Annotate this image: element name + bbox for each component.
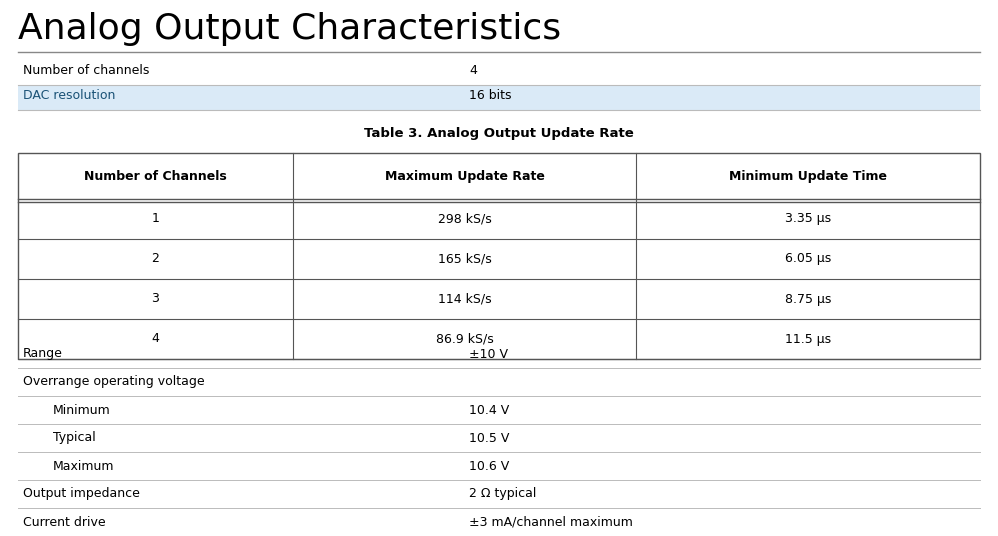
Text: 298 kS/s: 298 kS/s	[438, 212, 491, 226]
Text: Typical: Typical	[53, 431, 96, 444]
Text: Minimum: Minimum	[53, 404, 111, 416]
Text: 1: 1	[152, 212, 160, 226]
Text: Overrange operating voltage: Overrange operating voltage	[23, 376, 205, 389]
Text: Maximum Update Rate: Maximum Update Rate	[384, 169, 545, 182]
Text: 8.75 μs: 8.75 μs	[785, 293, 831, 306]
Text: 10.4 V: 10.4 V	[469, 404, 509, 416]
Text: DAC resolution: DAC resolution	[23, 89, 116, 102]
Text: Maximum: Maximum	[53, 459, 115, 473]
Text: Output impedance: Output impedance	[23, 488, 140, 501]
Text: Analog Output Characteristics: Analog Output Characteristics	[18, 12, 561, 46]
Text: 3: 3	[152, 293, 160, 306]
Text: 4: 4	[152, 332, 160, 346]
Text: Number of Channels: Number of Channels	[84, 169, 227, 182]
Text: 2: 2	[152, 252, 160, 265]
Text: 3.35 μs: 3.35 μs	[785, 212, 831, 226]
Text: Range: Range	[23, 347, 63, 361]
Text: 114 kS/s: 114 kS/s	[438, 293, 491, 306]
Text: 16 bits: 16 bits	[469, 89, 512, 102]
Text: ±3 mA/channel maximum: ±3 mA/channel maximum	[469, 516, 633, 528]
Text: 2 Ω typical: 2 Ω typical	[469, 488, 537, 501]
Text: 4: 4	[469, 64, 477, 77]
Text: Table 3. Analog Output Update Rate: Table 3. Analog Output Update Rate	[364, 127, 634, 140]
Text: 165 kS/s: 165 kS/s	[438, 252, 491, 265]
Text: Number of channels: Number of channels	[23, 64, 150, 77]
Text: ±10 V: ±10 V	[469, 347, 508, 361]
Text: 10.6 V: 10.6 V	[469, 459, 509, 473]
Text: Minimum Update Time: Minimum Update Time	[730, 169, 887, 182]
Text: 86.9 kS/s: 86.9 kS/s	[436, 332, 493, 346]
Text: Current drive: Current drive	[23, 516, 106, 528]
Text: 6.05 μs: 6.05 μs	[785, 252, 831, 265]
Text: 10.5 V: 10.5 V	[469, 431, 509, 444]
Text: 11.5 μs: 11.5 μs	[785, 332, 831, 346]
